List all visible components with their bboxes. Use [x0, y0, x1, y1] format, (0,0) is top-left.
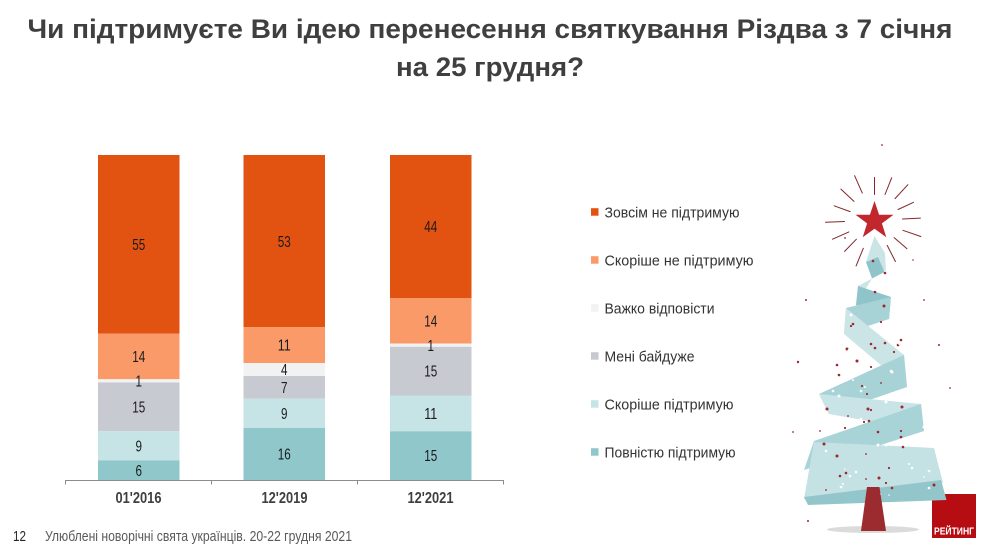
svg-text:7: 7: [281, 380, 288, 397]
svg-text:16: 16: [278, 447, 291, 464]
svg-text:9: 9: [135, 439, 142, 456]
svg-text:55: 55: [132, 237, 145, 254]
svg-text:4: 4: [281, 362, 288, 379]
svg-text:12'2019: 12'2019: [262, 490, 308, 507]
svg-text:Чи підтримуєте Ви ідею перенес: Чи підтримуєте Ви ідею перенесення святк…: [28, 14, 953, 44]
svg-text:44: 44: [424, 219, 437, 236]
svg-text:Скоріше підтримую: Скоріше підтримую: [605, 396, 734, 413]
svg-text:6: 6: [135, 463, 142, 480]
svg-text:Зовсім не підтримую: Зовсім не підтримую: [605, 204, 740, 221]
svg-text:Улюблені новорічні свята украї: Улюблені новорічні свята українців. 20-2…: [45, 528, 352, 545]
svg-text:1: 1: [135, 374, 142, 391]
svg-text:Важко відповісти: Важко відповісти: [605, 300, 715, 317]
svg-text:11: 11: [278, 338, 291, 355]
svg-text:01'2016: 01'2016: [116, 490, 162, 507]
svg-text:12: 12: [13, 528, 26, 545]
svg-text:11: 11: [424, 406, 437, 423]
svg-text:14: 14: [424, 313, 437, 330]
svg-text:15: 15: [132, 400, 145, 417]
svg-text:53: 53: [278, 234, 291, 251]
svg-text:1: 1: [427, 338, 434, 355]
svg-text:9: 9: [281, 406, 288, 423]
svg-text:12'2021: 12'2021: [408, 490, 454, 507]
svg-text:Скоріше не підтримую: Скоріше не підтримую: [605, 252, 754, 269]
svg-text:Повністю підтримую: Повністю підтримую: [605, 444, 736, 461]
svg-text:на 25 грудня?: на 25 грудня?: [396, 52, 584, 82]
svg-text:14: 14: [132, 349, 145, 366]
svg-text:РЕЙТИНГ: РЕЙТИНГ: [934, 525, 974, 538]
svg-text:15: 15: [424, 364, 437, 381]
svg-text:Мені байдуже: Мені байдуже: [605, 348, 695, 365]
svg-text:15: 15: [424, 448, 437, 465]
